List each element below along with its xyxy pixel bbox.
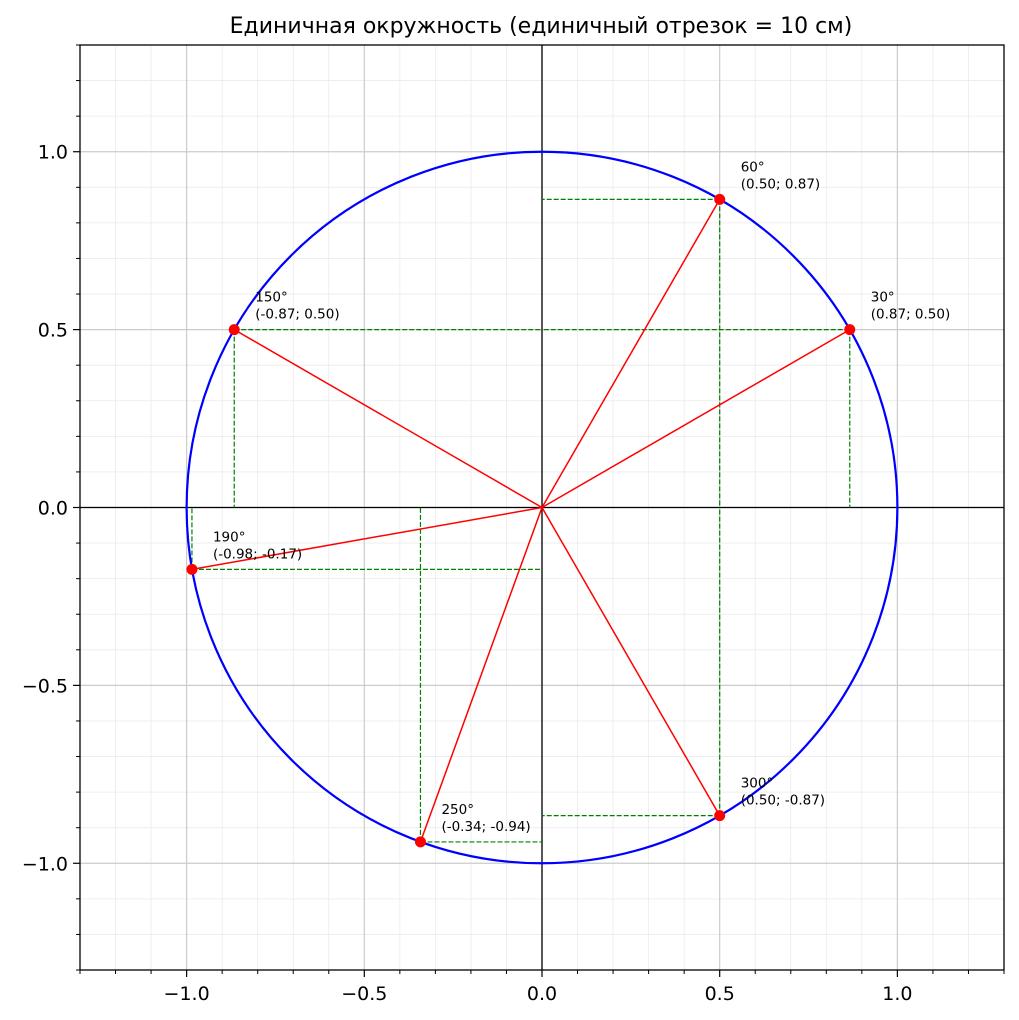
x-tick-label: −1.0 [164,983,210,1005]
x-tick-label: 0.5 [705,983,735,1005]
point-marker [714,193,726,205]
circle-points [186,193,856,848]
radius-line [419,507,543,843]
point-coord-label: (-0.87; 0.50) [255,307,339,323]
point-marker [228,324,240,336]
unit-circle-outline [185,150,899,865]
y-tick-label: 1.0 [38,142,68,164]
y-tick-label: −0.5 [22,675,68,697]
radius-lines [191,199,851,843]
point-marker [414,836,426,848]
point-angle-label: 30° [871,290,895,306]
point-marker [714,810,726,822]
point-coord-label: (0.50; 0.87) [741,176,821,192]
point-coord-label: (0.87; 0.50) [871,307,951,323]
x-axis-ticks: −1.0 −0.5 0.0 0.5 1.0 [79,970,1005,1005]
radius-line [541,507,721,816]
point-angle-label: 250° [441,802,474,818]
y-tick-label: −1.0 [22,853,68,875]
x-tick-label: 0.0 [527,983,557,1005]
point-labels: 30°(0.87; 0.50) 60°(0.50; 0.87) 150°(-0.87… [213,159,950,835]
point-angle-label: 300° [741,776,774,792]
y-axis-ticks: −1.0 −0.5 0.0 0.5 1.0 [22,44,80,971]
x-tick-label: 1.0 [882,983,912,1005]
point-marker [186,563,198,575]
radius-line [541,199,721,508]
y-tick-label: 0.0 [38,498,68,520]
x-tick-label: −0.5 [341,983,387,1005]
point-angle-label: 60° [741,159,765,175]
point-coord-label: (-0.98; -0.17) [213,546,302,562]
point-angle-label: 150° [255,290,288,306]
point-coord-label: (-0.34; -0.94) [441,819,530,835]
unit-circle [185,150,899,865]
projection-lines [191,198,851,843]
radius-line [191,506,543,571]
point-marker [844,324,856,336]
point-angle-label: 190° [213,529,246,545]
point-coord-label: (0.50; -0.87) [741,793,825,809]
radius-line [541,328,851,509]
radius-line [233,328,543,509]
y-tick-label: 0.5 [38,320,68,342]
chart-title: Единичная окружность (единичный отрезок … [230,14,853,39]
